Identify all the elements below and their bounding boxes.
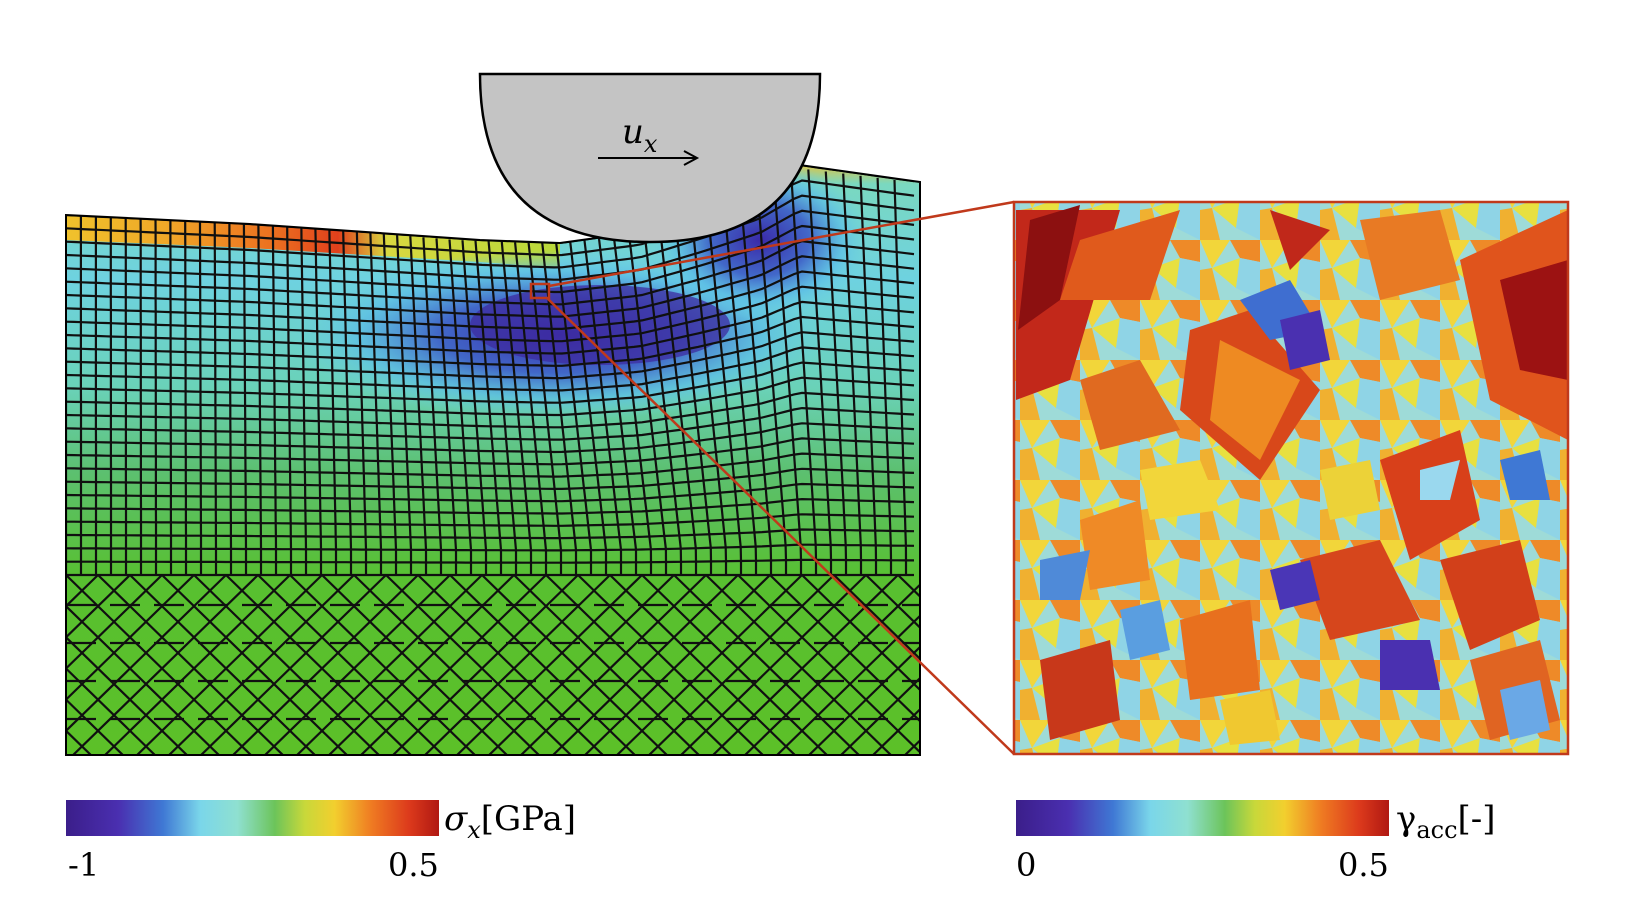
slip-colorbar-label: γacc[-]: [1396, 799, 1496, 844]
slip-max-tick: 0.5: [1338, 846, 1389, 884]
stress-min-tick: -1: [68, 846, 99, 884]
displacement-arrow-icon: [598, 150, 700, 166]
indenter: ux: [478, 72, 822, 244]
fe-mesh: [65, 163, 921, 756]
zoom-microstructure: [1012, 200, 1570, 756]
colorbar-slip: γacc[-] 0 0.5: [1016, 799, 1496, 884]
slip-min-tick: 0: [1016, 846, 1036, 884]
mesh-grid-lines: [66, 165, 920, 755]
stress-max-tick: 0.5: [388, 846, 439, 884]
indenter-displacement-label: ux: [622, 112, 658, 158]
stress-colorbar-label: σx[GPa]: [444, 799, 576, 844]
zoom-indicator: [529, 200, 1015, 755]
colorbar-stress: σx[GPa] -1 0.5: [66, 799, 576, 884]
